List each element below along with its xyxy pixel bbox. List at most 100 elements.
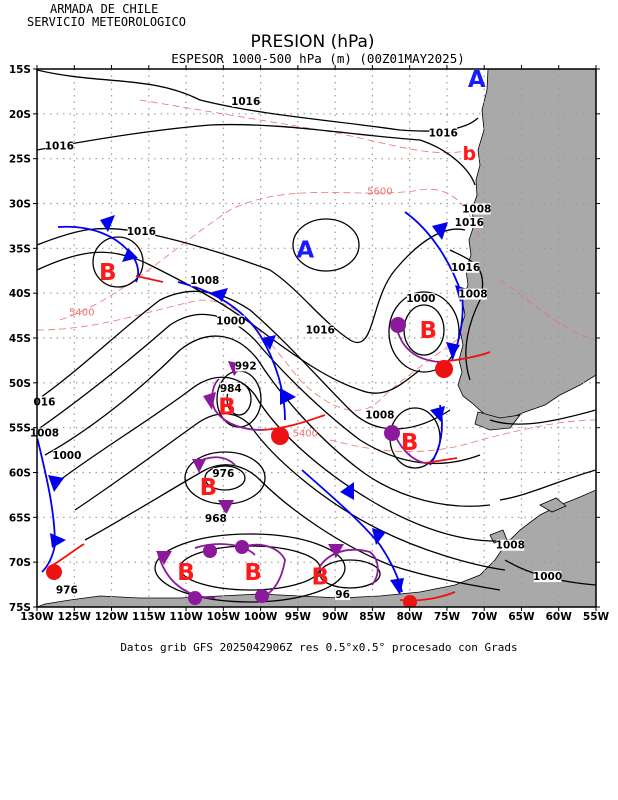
lat-tick-label: 70S bbox=[9, 557, 31, 569]
lat-tick-label: 75S bbox=[9, 602, 31, 614]
occluded-front bbox=[317, 548, 379, 586]
thickness-contours bbox=[37, 99, 596, 452]
isobar-label: 1008 bbox=[462, 203, 491, 215]
isobar-label-bg bbox=[53, 450, 81, 462]
isobar-low-center bbox=[388, 291, 460, 373]
low-pressure-center: B bbox=[244, 560, 262, 586]
isobar-label-bg bbox=[451, 261, 480, 273]
lat-tick-label: 60S bbox=[9, 468, 31, 480]
cold-front-triangle bbox=[100, 215, 115, 232]
isobar-label-bg bbox=[216, 315, 245, 327]
isobar-label-bg bbox=[30, 427, 59, 439]
low-pressure-center: B bbox=[200, 475, 218, 501]
map-subtitle: ESPESOR 1000-500 hPa (m) (00Z01MAY2025) bbox=[171, 51, 465, 66]
secondary-low-center: b bbox=[462, 143, 476, 165]
lat-tick-label: 40S bbox=[9, 288, 31, 300]
isobar-label-bg bbox=[306, 324, 335, 336]
isobar-label-bg bbox=[45, 140, 74, 152]
lon-tick-label: 105W bbox=[207, 611, 241, 623]
isobar-label-bg bbox=[56, 584, 78, 596]
warm-front bbox=[424, 457, 458, 464]
occluded-front-semicircle bbox=[390, 317, 406, 333]
high-pressure-center: A bbox=[468, 67, 486, 93]
isobar-label: 976 bbox=[212, 468, 234, 480]
lon-tick-label: 80W bbox=[397, 611, 424, 623]
warm-front-semicircle bbox=[271, 427, 289, 445]
occluded-front-semicircle bbox=[188, 591, 202, 605]
low-pressure-center: B bbox=[177, 560, 195, 586]
cold-front-triangle bbox=[212, 288, 228, 302]
isobar-label: 1008 bbox=[190, 275, 219, 287]
isobar-low-center bbox=[319, 559, 381, 589]
thickness-label: 5600 bbox=[367, 187, 392, 198]
isobar-low-center bbox=[154, 533, 346, 603]
isobar-label-bg bbox=[335, 589, 350, 601]
cold-front-triangle bbox=[48, 475, 64, 492]
lat-tick-label: 35S bbox=[9, 243, 31, 255]
lat-tick-label: 15S bbox=[9, 64, 31, 76]
lon-tick-label: 90W bbox=[322, 611, 349, 623]
thickness-contour bbox=[329, 419, 596, 452]
low-pressure-center: B bbox=[218, 394, 236, 420]
lon-tick-label: 120W bbox=[95, 611, 129, 623]
isobar-label-bg bbox=[459, 288, 487, 300]
occluded-front-semicircle bbox=[384, 425, 400, 441]
lat-tick-label: 55S bbox=[9, 423, 31, 435]
isobar bbox=[489, 409, 596, 425]
thickness-contour bbox=[37, 299, 471, 411]
isobar-label-bg bbox=[33, 396, 56, 408]
isobar-label-bg bbox=[127, 225, 156, 237]
lon-tick-label: 65W bbox=[508, 611, 535, 623]
lon-tick-label: 60W bbox=[546, 611, 573, 623]
isobar-label: 1016 bbox=[45, 141, 74, 153]
lon-tick-label: 110W bbox=[169, 611, 203, 623]
isobar bbox=[84, 464, 501, 591]
lat-tick-label: 45S bbox=[9, 333, 31, 345]
cold-front-triangle bbox=[372, 528, 386, 545]
service-name: SERVICIO METEOROLOGICO bbox=[27, 15, 186, 29]
isobar-label-bg bbox=[496, 539, 525, 551]
occluded-front-semicircle bbox=[255, 589, 269, 603]
lon-tick-label: 70W bbox=[471, 611, 498, 623]
cold-front-triangle bbox=[340, 482, 354, 500]
lat-tick-label: 30S bbox=[9, 199, 31, 211]
isobar-label: 1016 bbox=[127, 226, 156, 238]
lat-lon-grid bbox=[37, 69, 596, 607]
isobar-label: 976 bbox=[56, 585, 78, 597]
lon-tick-label: 100W bbox=[244, 611, 278, 623]
isobar-label: 1000 bbox=[533, 571, 562, 583]
isobar-label-bg bbox=[235, 360, 257, 372]
isobar-label: 1008 bbox=[365, 410, 394, 422]
isobar-label-bg bbox=[533, 571, 562, 583]
cold-front-triangle bbox=[122, 248, 138, 262]
lat-tick-label: 65S bbox=[9, 512, 31, 524]
warm-front bbox=[261, 414, 326, 431]
occluded-front-semicircle bbox=[235, 540, 249, 554]
isobar-high-center bbox=[292, 218, 360, 272]
isobar-label-bg bbox=[462, 203, 491, 215]
occluded-front bbox=[157, 552, 216, 599]
isobar-label-bg bbox=[190, 275, 219, 287]
data-source-footer: Datos grib GFS 2025042906Z res 0.5°x0.5°… bbox=[120, 641, 518, 654]
lon-tick-label: 125W bbox=[58, 611, 92, 623]
occluded-front-triangle bbox=[156, 551, 172, 565]
front-symbols bbox=[46, 215, 470, 607]
isobar-label-bg bbox=[407, 293, 435, 305]
cold-front-triangle bbox=[50, 533, 66, 548]
low-pressure-center: B bbox=[99, 260, 117, 286]
cold-front-triangle bbox=[262, 335, 276, 350]
lat-tick-label: 25S bbox=[9, 154, 31, 166]
south-america-land bbox=[457, 69, 596, 421]
map-title: PRESION (hPa) bbox=[250, 32, 375, 52]
isobar-label: 992 bbox=[235, 360, 257, 372]
isobar bbox=[37, 313, 481, 464]
isobar bbox=[59, 376, 511, 542]
warm-front bbox=[135, 275, 164, 283]
isobar bbox=[44, 335, 491, 507]
isobar-label: 1016 bbox=[455, 217, 484, 229]
isobar bbox=[37, 123, 476, 186]
isobar bbox=[37, 290, 451, 430]
organization-name: ARMADA DE CHILE bbox=[50, 2, 159, 16]
tierra-del-fuego-land bbox=[474, 411, 521, 431]
